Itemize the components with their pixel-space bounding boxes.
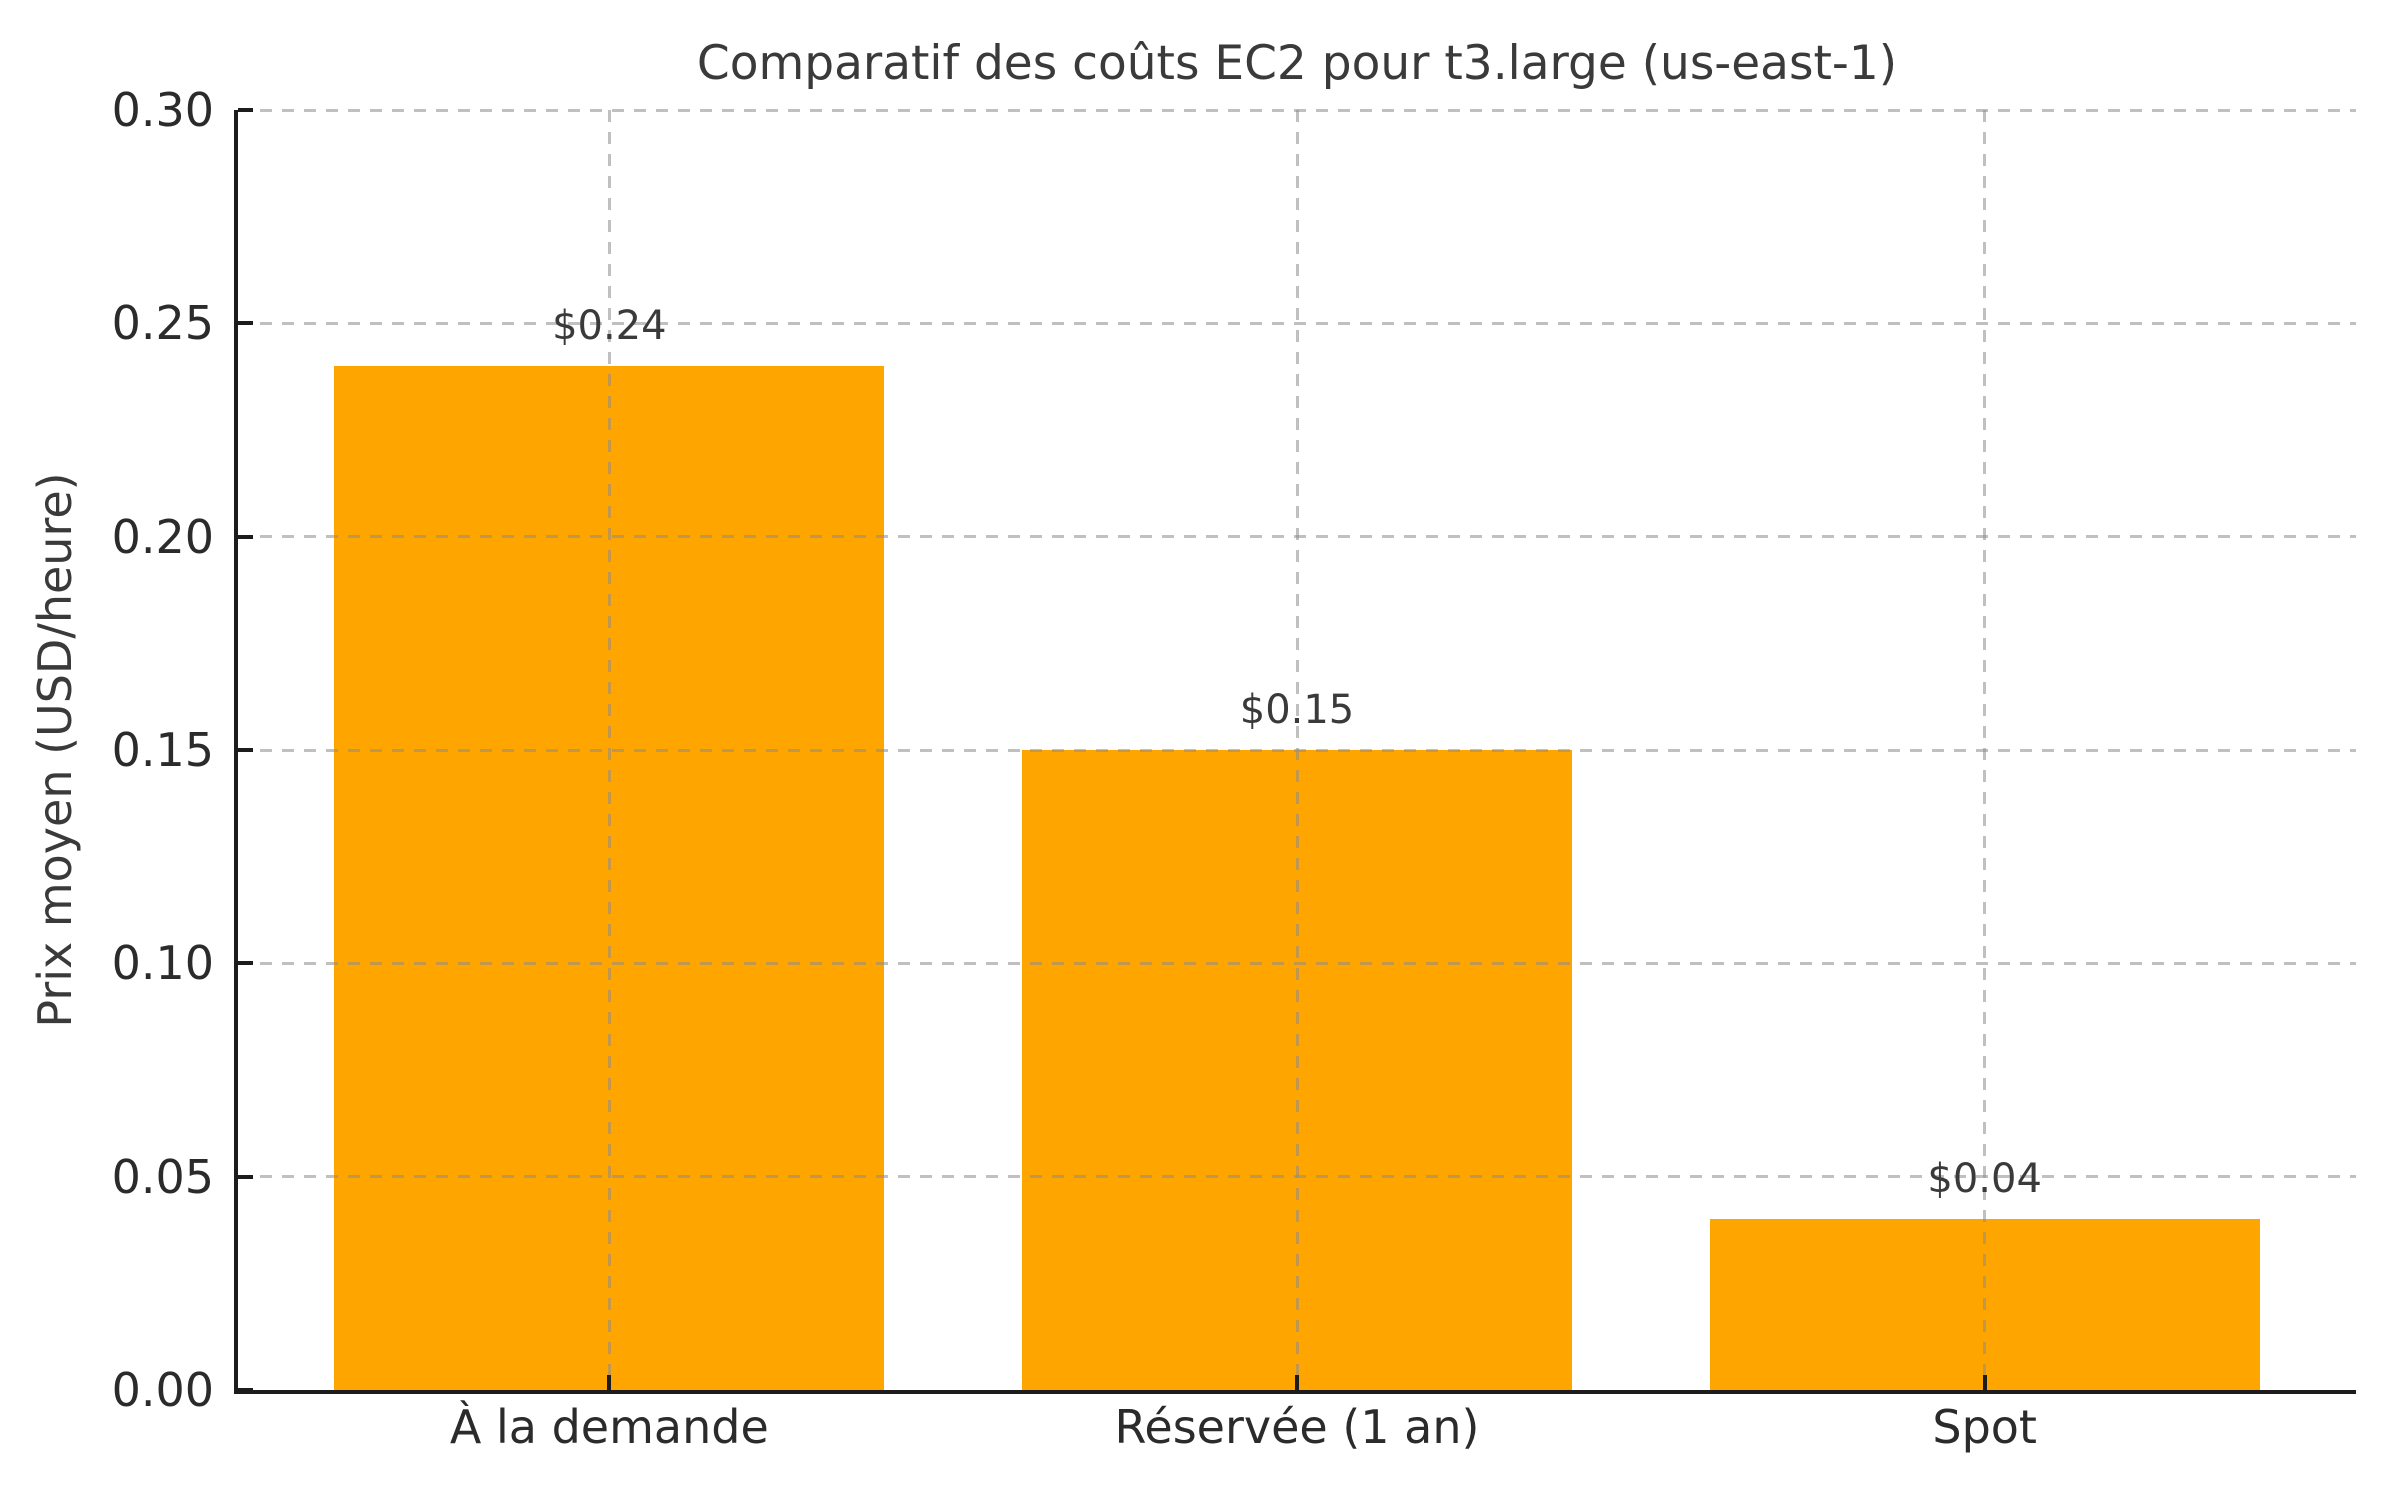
chart-title: Comparatif des coûts EC2 pour t3.large (… [696,36,1898,91]
v-gridline [607,110,611,1390]
y-tick-label: 0.30 [111,83,214,137]
v-gridline [1295,110,1299,1390]
y-tick-mark [238,748,253,752]
y-tick-label: 0.10 [111,936,214,991]
x-tick-mark [607,1375,612,1390]
y-tick-label: 0.25 [111,296,214,351]
y-tick-mark [238,1388,253,1392]
y-tick-mark [238,108,253,112]
y-tick-mark [238,961,253,966]
x-tick-label: Spot [1932,1400,2037,1454]
y-tick-mark [238,321,253,326]
x-tick-label: À la demande [449,1400,769,1454]
bar-value-label: $0.24 [552,303,667,349]
x-tick-mark [1295,1375,1299,1390]
x-tick-label: Réservée (1 an) [1114,1400,1480,1454]
y-tick-mark [238,1174,253,1179]
bar-value-label: $0.15 [1239,687,1355,733]
y-tick-mark [238,534,253,539]
v-gridline [1983,110,1987,1390]
bar-value-label: $0.04 [1927,1156,2042,1203]
x-tick-mark [1982,1375,1987,1390]
y-tick-label: 0.15 [111,723,214,777]
y-tick-label: 0.20 [111,509,214,564]
plot-area: $0.24 $0.15 $0.04 [234,108,2356,1394]
y-tick-label: 0.00 [111,1363,214,1417]
y-tick-label: 0.05 [111,1149,214,1204]
